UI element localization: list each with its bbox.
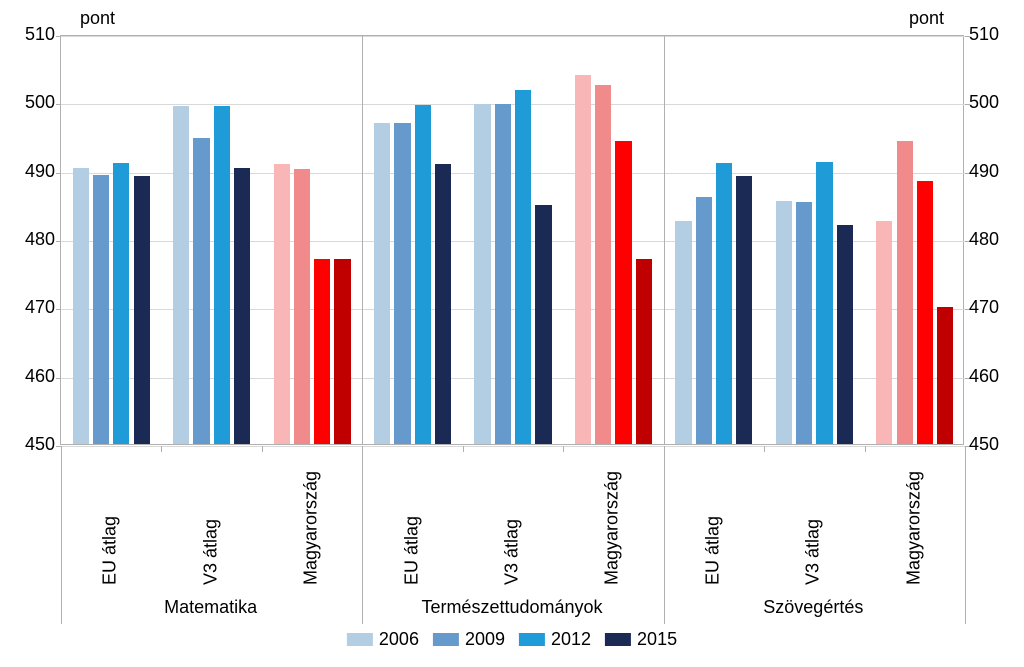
bar — [837, 225, 853, 444]
ytick-mark — [56, 36, 61, 37]
bar — [535, 205, 551, 444]
panel-tick — [965, 446, 966, 624]
ytick-left: 490 — [5, 161, 55, 182]
bar — [435, 164, 451, 444]
y-axis-title-right: pont — [909, 8, 944, 29]
category-label: V3 átlag — [201, 465, 221, 585]
panel-divider — [664, 36, 665, 444]
bar — [876, 221, 892, 444]
bar — [374, 123, 390, 444]
panel-label: Természettudományok — [361, 597, 662, 618]
legend-swatch — [433, 633, 459, 646]
ytick-left: 480 — [5, 229, 55, 250]
category-label: Magyarország — [301, 465, 321, 585]
bar — [173, 106, 189, 444]
ytick-mark — [56, 173, 61, 174]
bar — [495, 104, 511, 444]
xtick-mark — [563, 446, 564, 452]
legend-swatch — [605, 633, 631, 646]
bar — [415, 105, 431, 444]
ytick-left: 450 — [5, 434, 55, 455]
bar — [917, 181, 933, 444]
ytick-mark — [56, 309, 61, 310]
panel-label: Szövegértés — [663, 597, 964, 618]
y-axis-title-left: pont — [80, 8, 115, 29]
bar — [214, 106, 230, 444]
ytick-left: 470 — [5, 297, 55, 318]
category-label: Magyarország — [904, 465, 924, 585]
xtick-mark — [161, 446, 162, 452]
legend-item: 2015 — [605, 629, 677, 650]
legend-label: 2006 — [379, 629, 419, 650]
gridline — [61, 36, 965, 37]
bar — [274, 164, 290, 444]
category-label: V3 átlag — [502, 465, 522, 585]
bar — [134, 176, 150, 444]
ytick-mark — [56, 378, 61, 379]
ytick-right: 480 — [969, 229, 1019, 250]
ytick-left: 500 — [5, 92, 55, 113]
legend-label: 2015 — [637, 629, 677, 650]
bar — [314, 259, 330, 444]
bar — [93, 175, 109, 444]
legend-item: 2009 — [433, 629, 505, 650]
ytick-right: 500 — [969, 92, 1019, 113]
gridline — [61, 104, 965, 105]
bar — [234, 168, 250, 444]
bar — [394, 123, 410, 444]
gridline — [61, 446, 965, 447]
panel-divider — [362, 36, 363, 444]
bar — [937, 307, 953, 444]
ytick-left: 510 — [5, 24, 55, 45]
legend-swatch — [519, 633, 545, 646]
chart-container: pont pont 2006 2009 2012 2015 450 450 460 460 4… — [0, 0, 1024, 667]
bar — [796, 202, 812, 444]
category-label: EU átlag — [402, 465, 422, 585]
category-label: EU átlag — [703, 465, 723, 585]
legend-item: 2012 — [519, 629, 591, 650]
category-label: V3 átlag — [803, 465, 823, 585]
xtick-mark — [262, 446, 263, 452]
ytick-right: 490 — [969, 161, 1019, 182]
ytick-mark — [56, 104, 61, 105]
bar — [897, 141, 913, 444]
bar — [575, 75, 591, 444]
panel-label: Matematika — [60, 597, 361, 618]
bar — [113, 163, 129, 444]
bar — [736, 176, 752, 444]
xtick-mark — [865, 446, 866, 452]
legend-item: 2006 — [347, 629, 419, 650]
bar — [515, 90, 531, 444]
ytick-left: 460 — [5, 366, 55, 387]
bar — [636, 259, 652, 444]
legend-swatch — [347, 633, 373, 646]
bar — [474, 104, 490, 444]
legend-label: 2012 — [551, 629, 591, 650]
xtick-mark — [764, 446, 765, 452]
bar — [334, 259, 350, 444]
ytick-right: 460 — [969, 366, 1019, 387]
bar — [615, 141, 631, 444]
bar — [716, 163, 732, 444]
bar — [73, 168, 89, 444]
ytick-right: 450 — [969, 434, 1019, 455]
plot-area — [60, 35, 964, 445]
category-label: EU átlag — [100, 465, 120, 585]
bar — [776, 201, 792, 444]
category-label: Magyarország — [602, 465, 622, 585]
bar — [675, 221, 691, 444]
ytick-mark — [56, 241, 61, 242]
legend: 2006 2009 2012 2015 — [347, 629, 677, 650]
ytick-right: 470 — [969, 297, 1019, 318]
legend-label: 2009 — [465, 629, 505, 650]
bar — [595, 85, 611, 444]
ytick-right: 510 — [969, 24, 1019, 45]
bar — [294, 169, 310, 444]
bar — [193, 138, 209, 444]
xtick-mark — [463, 446, 464, 452]
bar — [816, 162, 832, 444]
bar — [696, 197, 712, 444]
